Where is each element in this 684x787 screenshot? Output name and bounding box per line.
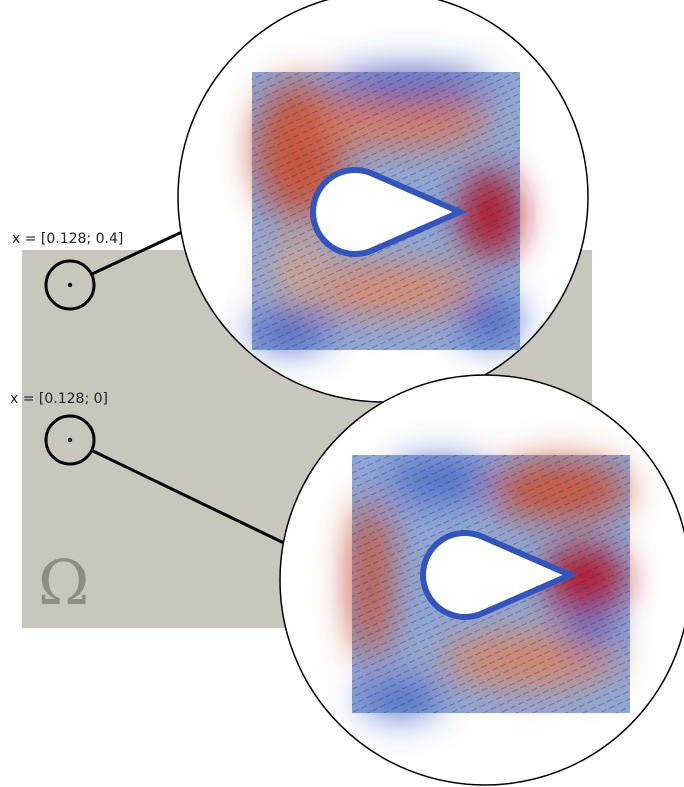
domain-label: Ω	[38, 546, 89, 619]
zoom-view	[178, 0, 588, 402]
figure: Ω x = [0.128; 0.4] x = [0.128; 0]	[0, 0, 684, 787]
zoom-view	[280, 375, 684, 785]
point-label: x = [0.128; 0]	[10, 391, 108, 407]
page: {"point_labels": ["x = [0.128; 0.4]", "x…	[0, 0, 684, 787]
vector-field	[250, 70, 520, 350]
sample-point	[68, 283, 72, 287]
vector-field	[350, 455, 630, 715]
sample-point	[68, 438, 72, 442]
point-label: x = [0.128; 0.4]	[12, 231, 123, 247]
